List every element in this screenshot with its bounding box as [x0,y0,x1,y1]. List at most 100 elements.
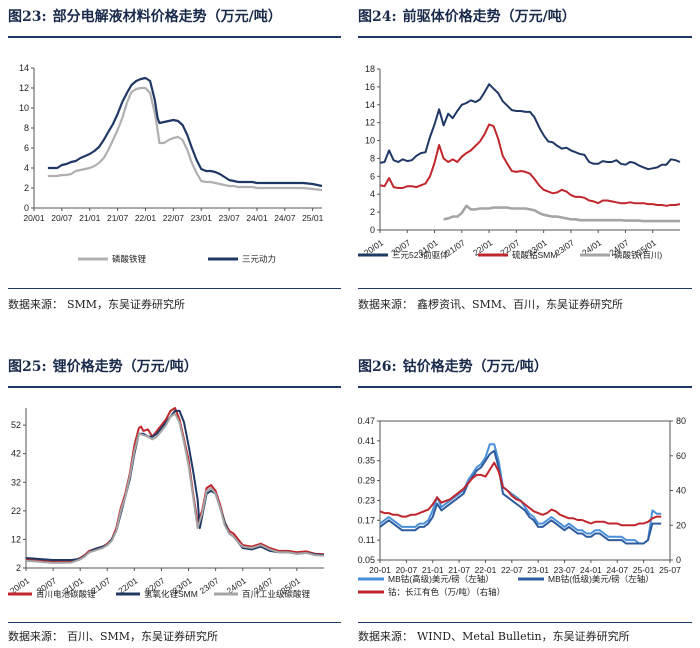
y-tick-label: 2 [370,207,375,217]
figure-26-bottom-rule [358,622,692,623]
y-tick-label: 12 [11,534,21,544]
series-line-3 [443,204,680,223]
y2-tick-label: 40 [676,486,686,496]
series-line-1 [379,443,662,545]
x-tick-label: 20-01 [369,565,391,575]
y2-tick-label: 20 [676,520,686,530]
y-tick-label: 14 [19,63,29,73]
y2-tick-label: 80 [676,416,686,426]
y-tick-label: 42 [11,449,21,459]
y-tick-label: 0.41 [357,436,375,446]
figure-26-source: 数据来源： WIND、Metal Bulletin，东吴证券研究所 [358,628,630,644]
figure-25-bottom-rule [8,622,341,623]
y-tick-label: 4 [370,189,375,199]
x-tick-label: 23/07 [218,213,240,223]
y-tick-label: 52 [11,420,21,430]
y-tick-label: 32 [11,477,21,487]
figure-24-bottom-rule [358,288,692,289]
figure-24-number: 图24: [358,9,397,25]
legend-label-2: 三元动力 [242,254,276,264]
y-tick-label: 0.29 [357,476,375,486]
figure-25-source: 数据来源： 百川、SMM，东吴证券研究所 [8,628,218,644]
figure-23-bottom-rule [8,288,341,289]
x-tick-label: 22-07 [501,565,523,575]
legend-label-1: 三元523前驱体 [392,250,449,260]
x-tick-label: 21-07 [448,565,470,575]
y-tick-label: 10 [365,136,375,146]
legend-label-2: 氢氧化锂SMM [144,589,198,599]
y-tick-label: 14 [365,100,375,110]
x-tick-label: 23-01 [527,565,549,575]
y2-tick-label: 60 [676,451,686,461]
figure-24-source: 数据来源： 鑫椤资讯、SMM、百川，东吴证券研究所 [358,296,623,312]
y-tick-label: 0.05 [357,555,375,565]
source-label: 数据来源： [358,298,413,311]
series-line-1 [25,407,325,563]
x-tick-label: 23-07 [554,565,576,575]
y-tick-label: 10 [19,103,29,113]
figure-23-caption: 部分电解液材料价格走势（万元/吨） [52,9,282,25]
y-tick-label: 8 [370,153,375,163]
figure-24-caption: 前驱体价格走势（万元/吨） [402,9,576,25]
x-tick-label: 21/07 [107,213,129,223]
x-tick-label: 24-01 [580,565,602,575]
x-tick-label: 20/01 [23,213,45,223]
x-tick-label: 24/07 [274,213,296,223]
y-tick-label: 2 [16,563,21,573]
series-line-3 [25,412,325,564]
source-text: SMM，东吴证券研究所 [67,298,186,311]
y-tick-label: 16 [365,82,375,92]
y-tick-label: 8 [24,123,29,133]
y-tick-label: 6 [24,143,29,153]
legend-label-1: 磷酸铁锂 [112,254,147,264]
x-tick-label: 22-01 [475,565,497,575]
series-line-1 [379,83,681,171]
chart-26: 0.05 0.11 0.17 0.23 0.29 0.35 0.41 0.47 0 20 40 60 8… [357,416,686,597]
source-label: 数据来源： [8,298,63,311]
figure-26-title: 图26: 钴价格走势（万元/吨） [358,356,548,376]
x-tick-label: 23/01 [191,213,213,223]
figure-23-title: 图23: 部分电解液材料价格走势（万元/吨） [8,6,282,26]
figure-23-rule [8,36,341,38]
source-text: WIND、Metal Bulletin，东吴证券研究所 [417,630,630,643]
figure-25-number: 图25: [8,359,47,375]
x-tick-label: 20/07 [51,213,73,223]
legend-label-3: 磷酸铁(百川) [614,250,662,260]
y-tick-label: 0 [24,203,29,213]
source-label: 数据来源： [358,630,413,643]
figure-24-rule [358,36,692,38]
y-tick-label: 0.47 [357,416,375,426]
y-tick-label: 6 [370,171,375,181]
y-tick-label: 0.11 [358,535,375,545]
y-tick-label: 12 [365,118,375,128]
y-tick-label: 12 [19,83,29,93]
x-tick-label: 25/01 [302,213,324,223]
y-tick-label: 0 [370,225,375,235]
series-line-2 [379,449,662,545]
y-tick-label: 18 [365,64,375,74]
figure-26-caption: 钴价格走势（万元/吨） [402,359,548,375]
figure-25-title: 图25: 锂价格走势（万元/吨） [8,356,198,376]
y-tick-label: 22 [11,506,21,516]
y2-tick-label: 0 [676,555,681,565]
series-line-3 [379,461,662,527]
x-tick-label: 25-01 [633,565,655,575]
y-tick-label: 0.17 [357,515,375,525]
figure-24-title: 图24: 前驱体价格走势（万元/吨） [358,6,576,26]
x-tick-label: 24/01 [246,213,268,223]
figure-26-rule [358,386,692,388]
y-tick-label: 4 [24,163,29,173]
x-tick-label: 20-07 [395,565,417,575]
series-line-2 [25,409,325,561]
figure-23-number: 图23: [8,9,47,25]
figure-25-caption: 锂价格走势（万元/吨） [52,359,198,375]
figure-23-source: 数据来源： SMM，东吴证券研究所 [8,296,185,312]
series-line-2 [379,123,681,207]
x-tick-label: 22/01 [135,213,157,223]
figure-25-rule [8,386,341,388]
source-text: 鑫椤资讯、SMM、百川，东吴证券研究所 [417,298,624,311]
y-tick-label: 2 [24,183,29,193]
x-tick-label: 22/07 [163,213,185,223]
